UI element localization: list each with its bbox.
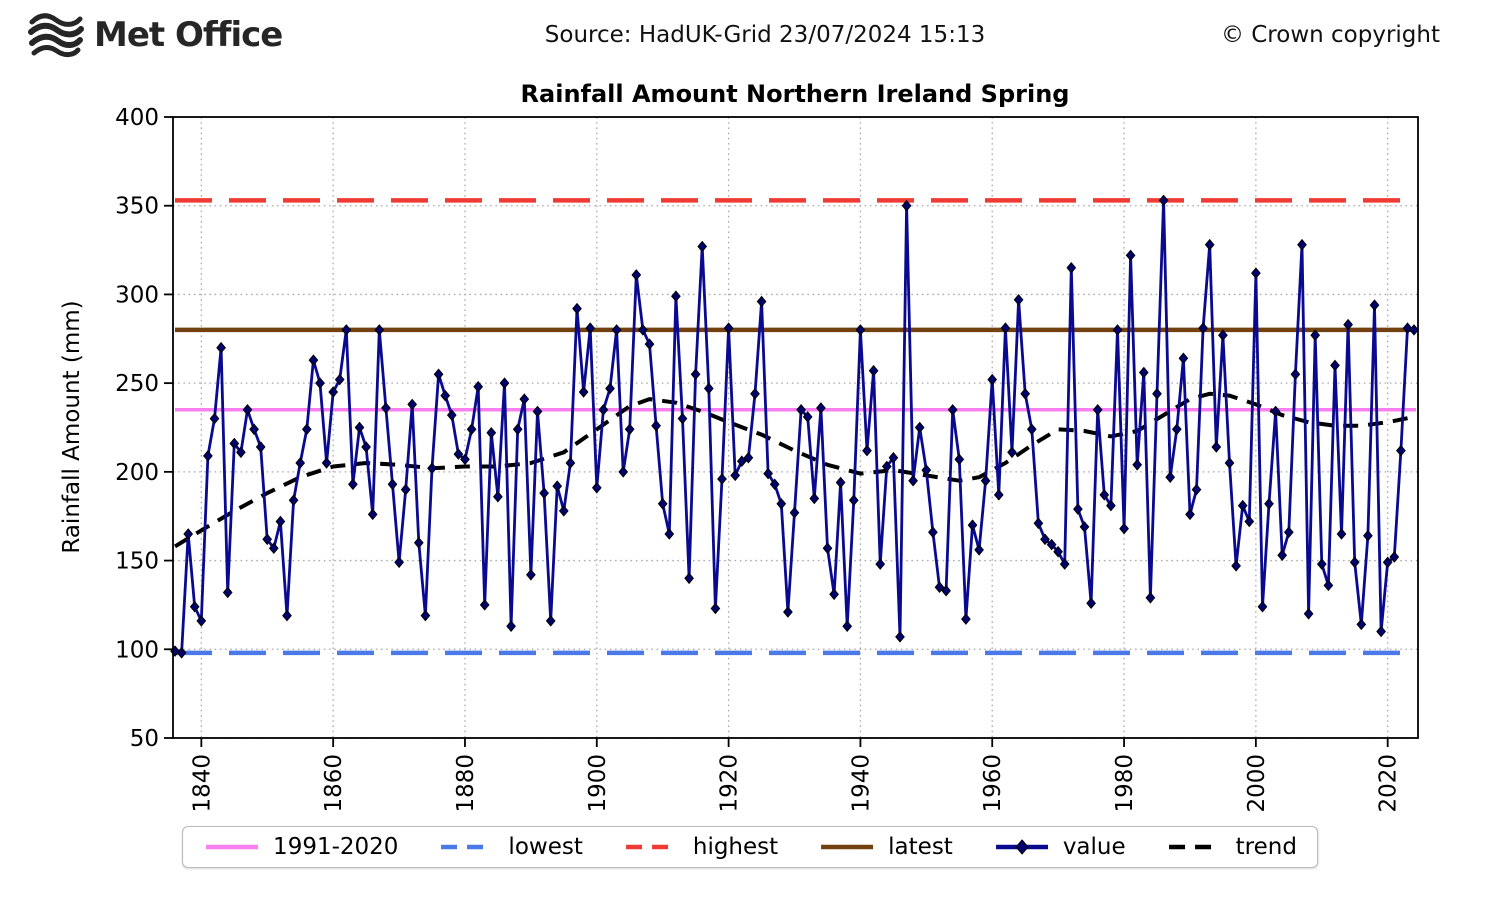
source-caption: Source: HadUK-Grid 23/07/2024 15:13 (544, 22, 986, 48)
x-tick-label: 1960 (980, 754, 1006, 813)
met-office-waves-icon (28, 13, 84, 58)
legend-item-value: value (993, 834, 1126, 860)
legend-swatch (821, 844, 874, 850)
legend-item-1991-2020: 1991-2020 (203, 834, 398, 860)
y-tick-label: 300 (115, 282, 159, 308)
x-tick-label: 1880 (453, 754, 479, 813)
y-tick-label: 100 (115, 637, 159, 663)
chart-legend: 1991-2020 lowest highest latest value trend (182, 826, 1318, 868)
legend-swatch (206, 844, 259, 850)
y-tick-label: 200 (115, 460, 159, 486)
legend-item-trend: trend (1166, 834, 1297, 860)
chart-title: Rainfall Amount Northern Ireland Spring (520, 80, 1070, 108)
x-tick-label: 1940 (848, 754, 874, 813)
copyright-caption: © Crown copyright (1220, 22, 1440, 48)
value-markers (170, 194, 1419, 659)
x-tick-label: 2000 (1244, 754, 1270, 813)
y-tick-label: 400 (115, 105, 159, 131)
x-tick-label: 1840 (189, 754, 215, 813)
x-tick-label: 2020 (1376, 754, 1402, 813)
legend-label: 1991-2020 (273, 834, 399, 860)
y-tick-label: 350 (115, 194, 159, 220)
legend-swatch (441, 844, 494, 850)
legend-swatch (995, 839, 1048, 855)
legend-item-latest: latest (818, 834, 953, 860)
legend-label: trend (1235, 834, 1297, 860)
legend-item-lowest: lowest (438, 834, 583, 860)
plot-frame (172, 116, 1419, 739)
legend-swatch (1168, 844, 1221, 850)
legend-label: latest (888, 834, 953, 860)
x-tick-label: 1920 (717, 754, 743, 813)
legend-label: lowest (508, 834, 583, 860)
met-office-logo: Met Office (28, 10, 283, 60)
met-office-logo-text: Met Office (94, 15, 283, 55)
x-tick-label: 1900 (585, 754, 611, 813)
y-tick-label: 50 (130, 726, 159, 752)
y-tick-label: 250 (115, 371, 159, 397)
legend-label: highest (692, 834, 779, 860)
x-tick-label: 1980 (1112, 754, 1138, 813)
legend-swatch (625, 844, 678, 850)
legend-label: value (1062, 834, 1126, 860)
legend-item-highest: highest (623, 834, 778, 860)
y-tick-label: 150 (115, 549, 159, 575)
x-tick-label: 1860 (321, 754, 347, 813)
rainfall-line-chart: 50 100 150 200 250 300 350 400 1840 1860 1880 1900 1… (115, 105, 1419, 813)
